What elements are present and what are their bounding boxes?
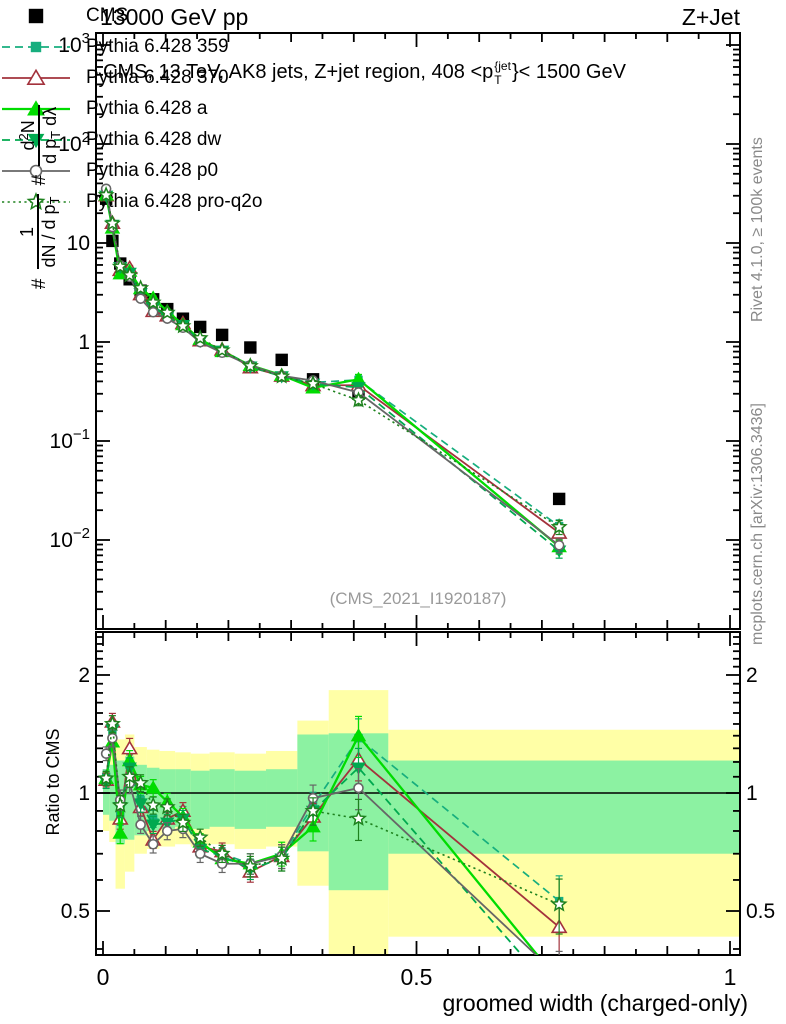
- analysis-id-label: (CMS_2021_I1920187): [329, 589, 507, 608]
- rivet-version-watermark: Rivet 4.1.0, ≥ 100k events: [749, 137, 766, 322]
- svg-text:10−2: 10−2: [50, 525, 90, 552]
- svg-text:10: 10: [67, 232, 90, 255]
- legend-item-pythia-370: Pythia 6.428 370: [0, 62, 786, 93]
- fraction-one-over-dndpt: 1 dN / d pT: [17, 194, 63, 270]
- legend-label: Pythia 6.428 370: [86, 66, 229, 88]
- pythia-p0-key-icon: [2, 164, 70, 177]
- cms-data-points: [99, 192, 566, 506]
- x-axis-title: groomed width (charged-only): [442, 990, 748, 1016]
- mcplots-watermark: mcplots.cern.ch [arXiv:1306.3436]: [749, 403, 766, 645]
- svg-text:1: 1: [724, 964, 737, 990]
- legend-label: Pythia 6.428 pro-q2o: [86, 190, 263, 212]
- legend-item-pythia-pro-q2o: Pythia 6.428 pro-q2o: [0, 186, 786, 217]
- beam-energy-label: 13000 GeV pp: [100, 4, 249, 30]
- legend-label: Pythia 6.428 359: [86, 35, 229, 57]
- svg-text:2: 2: [746, 664, 758, 687]
- ratio-y-axis-label: Ratio to CMS: [43, 728, 63, 836]
- svg-text:1: 1: [78, 782, 90, 805]
- legend-label: Pythia 6.428 dw: [86, 128, 222, 150]
- cms-marker-icon: [28, 8, 44, 23]
- pythia-dw-key-icon: [2, 133, 70, 148]
- svg-text:1: 1: [746, 782, 758, 805]
- top-series-0: [101, 190, 564, 535]
- hash-symbol: #: [29, 174, 50, 186]
- legend-item-pythia-359: Pythia 6.428 359: [0, 31, 786, 62]
- pythia-pro-q2o-key-icon: [2, 191, 70, 210]
- pythia-359-key-icon: [2, 41, 70, 52]
- pt-jet-supsub: {jet T: [494, 59, 511, 87]
- legend-item-pythia-a: Pythia 6.428 a: [0, 93, 786, 124]
- fraction-d2n-dptdlambda: d2N d pT dλ: [15, 104, 64, 166]
- top-series-3: [98, 190, 567, 559]
- title-suffix: }< 1500 GeV: [511, 61, 626, 83]
- legend-label: Pythia 6.428 a: [86, 97, 208, 119]
- pythia-a-key-icon: [2, 99, 70, 116]
- pythia-370-key-icon: [2, 68, 70, 85]
- top-series-5: [97, 186, 568, 536]
- legend-label: Pythia 6.428 p0: [86, 159, 219, 181]
- hash-symbol: #: [29, 278, 50, 290]
- uncertainty-bands: [103, 690, 740, 955]
- title-prefix: CMS, 13 TeV, AK8 jets, Z+jet region, 408…: [103, 61, 494, 83]
- main-y-axis-label: # 1 dN / d pT # d2N d pT dλ: [1, 45, 79, 349]
- process-label: Z+Jet: [681, 4, 740, 30]
- legend-label: CMS: [86, 4, 129, 26]
- svg-text:0.5: 0.5: [61, 900, 90, 923]
- analysis-cuts-title: CMS, 13 TeV, AK8 jets, Z+jet region, 408…: [103, 60, 626, 86]
- svg-text:0: 0: [97, 964, 110, 990]
- legend: CMS Pythia 6.428 359 Pythia 6.428 370 Py…: [0, 0, 786, 217]
- ratio-series-5: [97, 715, 568, 935]
- svg-text:1: 1: [78, 331, 90, 354]
- svg-text:0.5: 0.5: [746, 900, 775, 923]
- top-series-1: [97, 187, 568, 541]
- svg-text:2: 2: [78, 664, 90, 687]
- legend-item-pythia-dw: Pythia 6.428 dw: [0, 124, 786, 155]
- svg-text:10−1: 10−1: [50, 426, 90, 453]
- legend-item-pythia-p0: Pythia 6.428 p0: [0, 155, 786, 186]
- legend-item-cms: CMS: [0, 0, 786, 31]
- svg-text:0.5: 0.5: [401, 964, 433, 990]
